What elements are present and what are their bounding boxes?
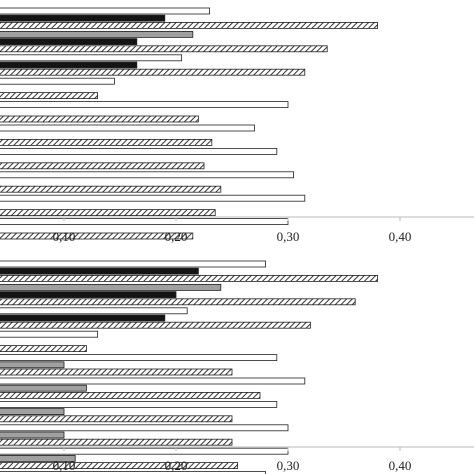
bottom-bar-panel: 0,10 0,20 0,30 0,40 [0, 260, 474, 474]
bar-hatch [0, 92, 98, 99]
bar-hatch [0, 115, 199, 123]
bar-white [0, 194, 306, 202]
bar-hatch [0, 345, 87, 353]
bar-hatch [0, 274, 379, 282]
bar-white [0, 54, 183, 62]
x-tick-label: 0,20 [165, 229, 188, 244]
bar-hatch [0, 391, 261, 399]
bar-black [0, 61, 138, 69]
bar-hatch [0, 209, 216, 217]
bar-black [0, 267, 199, 275]
bar-gray [0, 283, 222, 291]
bar-hatch [0, 21, 379, 29]
top-bar-panel: 0,10 0,20 0,30 0,40 [0, 7, 474, 244]
bar-white [0, 447, 289, 455]
bar-white [0, 400, 278, 408]
bar-white [0, 7, 211, 15]
bar-black [0, 38, 138, 45]
bar-hatch [0, 45, 328, 53]
bar-white [0, 307, 188, 315]
x-tick-label: 0,30 [277, 458, 300, 473]
x-tick-label: 0,40 [389, 458, 412, 473]
bar-white [0, 424, 289, 432]
bar-white [0, 377, 306, 385]
bar-gray [0, 431, 65, 439]
bar-hatch [0, 415, 233, 423]
bar-white [0, 330, 98, 338]
bar-gray [0, 408, 65, 416]
x-tick-label: 0,30 [277, 229, 300, 244]
x-tick-label: 0,10 [53, 458, 76, 473]
bar-hatch [0, 138, 213, 146]
bar-hatch [0, 298, 356, 306]
bar-white [0, 124, 255, 132]
bar-white [0, 354, 278, 362]
bar-hatch [0, 162, 205, 170]
bar-black [0, 291, 177, 299]
x-tick-label: 0,20 [165, 458, 188, 473]
bar-black [0, 14, 166, 22]
bar-white [0, 147, 278, 155]
bar-white [0, 471, 267, 474]
bar-white [0, 77, 115, 85]
bar-white [0, 218, 289, 226]
bar-gray [0, 30, 194, 38]
bar-hatch [0, 462, 239, 470]
bar-gray [0, 454, 76, 462]
bar-hatch [0, 368, 233, 376]
bar-white [0, 101, 289, 108]
bar-hatch [0, 185, 222, 193]
bar-gray [0, 384, 87, 392]
bar-hatch [0, 321, 311, 329]
bar-hatch [0, 68, 306, 76]
bar-gray [0, 361, 65, 369]
bar-white [0, 171, 295, 179]
bar-hatch [0, 232, 194, 240]
x-tick-label: 0,40 [389, 229, 412, 244]
x-tick-label: 0,10 [53, 229, 76, 244]
bar-hatch [0, 438, 233, 446]
bar-white [0, 260, 267, 268]
bar-black [0, 314, 166, 322]
